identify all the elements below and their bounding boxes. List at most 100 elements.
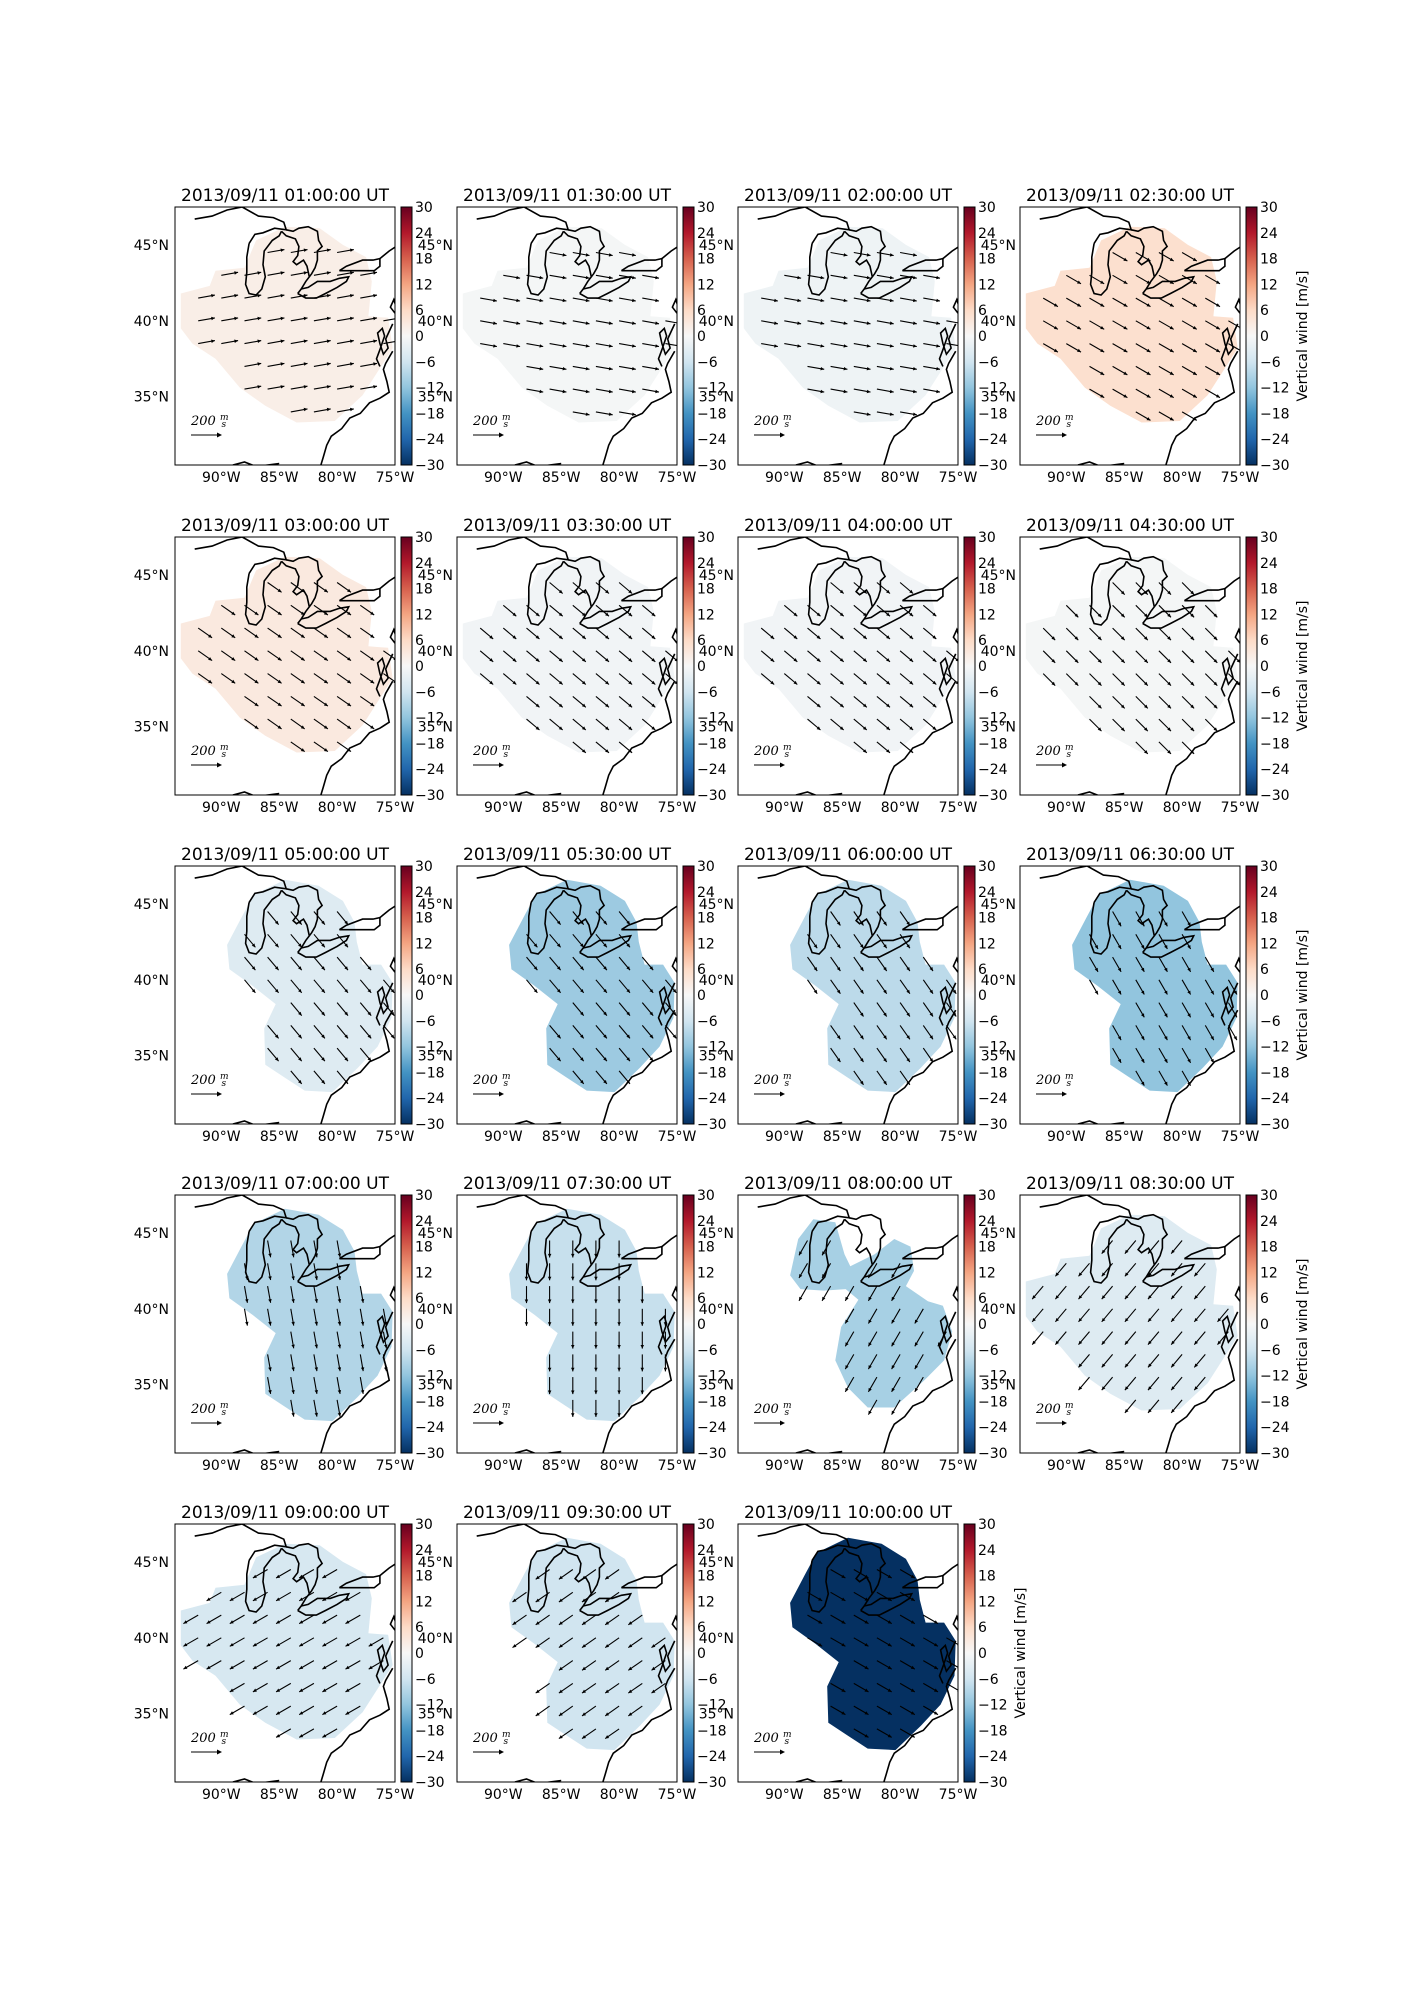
wind-arrow-head <box>322 1620 327 1624</box>
wind-arrow-head <box>886 589 890 594</box>
wind-arrow-head <box>1124 1249 1129 1254</box>
wind-arrow-head <box>1146 326 1151 330</box>
wind-arrow-head <box>1074 681 1079 686</box>
wind-arrow-head <box>299 1665 304 1670</box>
colorbar-tick-label: 30 <box>1260 200 1278 216</box>
wind-arrow-head <box>1187 945 1191 949</box>
wind-arrow-head <box>257 362 262 366</box>
wind-arrow-head <box>347 657 351 661</box>
wind-arrow-head <box>231 611 236 615</box>
wind-arrow-head <box>558 680 563 685</box>
vertical-wind-field <box>1025 556 1238 753</box>
panel-title: 2013/09/11 02:00:00 UT <box>744 186 953 206</box>
colorbar-tick-label: −24 <box>978 762 1008 778</box>
wind-arrow-head <box>571 1276 575 1281</box>
wind-arrow-head <box>1077 303 1081 307</box>
wind-arrow-head <box>1233 990 1237 995</box>
wind-arrow-head <box>322 1643 327 1647</box>
y-tick-label: 45°N <box>134 1226 169 1242</box>
wind-arrow-head <box>651 612 656 617</box>
colorbar-tick-label: 24 <box>1260 556 1278 572</box>
colorbar-tick-label: −18 <box>978 736 1008 752</box>
coastline <box>232 1449 280 1453</box>
colorbar-tick-label: 24 <box>415 1214 433 1230</box>
coastline <box>671 956 677 973</box>
wind-arrow-head <box>617 1276 621 1281</box>
colorbar-tick-label: −18 <box>697 1065 727 1081</box>
wind-arrow-head <box>1187 1058 1191 1063</box>
wind-arrow-head <box>868 1410 872 1415</box>
coastline <box>379 905 395 919</box>
wind-arrow-head <box>367 966 372 971</box>
wind-arrow-head <box>883 1012 887 1017</box>
y-tick-label: 35°N <box>418 720 453 736</box>
panel-title: 2013/09/11 09:30:00 UT <box>463 1503 672 1523</box>
quiver-scale-arrow-head <box>780 1749 785 1755</box>
x-tick-label: 85°W <box>542 470 581 486</box>
x-tick-label: 80°W <box>881 470 920 486</box>
quiver-scale-arrow-head <box>217 1420 222 1426</box>
colorbar-tick-label: 6 <box>978 633 987 649</box>
coastline <box>232 1120 280 1124</box>
colorbar-tick-label: 24 <box>415 1543 433 1559</box>
wind-arrow <box>946 320 958 324</box>
wind-arrow-head <box>839 726 844 730</box>
wind-arrow-head <box>1171 1272 1175 1277</box>
wind-arrow-head <box>580 989 584 993</box>
wind-arrow-head <box>617 1322 621 1326</box>
wind-arrow-head <box>535 1644 540 1648</box>
wind-arrow-head <box>1101 1295 1106 1300</box>
coastline <box>286 1542 324 1595</box>
wind-arrow-head <box>841 1688 846 1692</box>
wind-arrow-head <box>303 407 308 412</box>
coastline <box>757 207 851 244</box>
wind-arrow-head <box>605 1598 610 1602</box>
wind-arrow-head <box>489 635 494 639</box>
wind-arrow-head <box>1094 945 1098 949</box>
wind-arrow-head <box>524 1322 529 1326</box>
wind-arrow-head <box>910 1597 915 1601</box>
wind-arrow-head <box>257 385 262 389</box>
wind-arrow-head <box>841 1711 846 1715</box>
wind-arrow-head <box>558 635 563 639</box>
wind-arrow-head <box>909 726 914 730</box>
coastline <box>1224 905 1240 919</box>
wind-arrow-head <box>839 612 844 617</box>
wind-arrow-head <box>277 588 282 593</box>
wind-arrow-head <box>300 679 305 684</box>
wind-arrow-head <box>384 1344 388 1349</box>
wind-arrow-head <box>934 1688 938 1692</box>
coastline <box>244 230 283 296</box>
colorbar-tick-label: −12 <box>415 381 445 397</box>
wind-arrow-head <box>299 1688 304 1692</box>
wind-arrow-head <box>628 703 633 708</box>
map-frame <box>737 1194 959 1454</box>
vertical-wind-field <box>180 226 393 423</box>
wind-arrow <box>665 320 677 324</box>
colorbar-tick-label: 0 <box>1260 329 1269 345</box>
wind-arrow-head <box>547 1299 552 1304</box>
wind-arrow-head <box>934 1711 938 1715</box>
colorbar-tick-label: 24 <box>1260 226 1278 242</box>
wind-arrow-head <box>1120 727 1125 732</box>
wind-arrow-head <box>276 1620 281 1624</box>
colorbar-tick-label: −18 <box>1260 406 1290 422</box>
coastline <box>568 225 606 278</box>
wind-arrow-head <box>533 966 538 971</box>
colorbar <box>682 1194 695 1454</box>
coastline <box>286 884 324 937</box>
colorbar-tick-label: −18 <box>697 1723 727 1739</box>
coastline <box>952 1285 958 1302</box>
y-tick-label: 45°N <box>981 568 1016 584</box>
x-tick-label: 90°W <box>1047 1458 1086 1474</box>
wind-arrow-head <box>344 1011 348 1016</box>
wind-arrow-head <box>913 389 917 394</box>
wind-arrow-head <box>1120 681 1125 686</box>
wind-arrow-head <box>626 1034 630 1039</box>
wind-arrow-head <box>860 967 864 971</box>
wind-arrow-head <box>883 1058 887 1062</box>
wind-arrow-head <box>252 1711 257 1715</box>
wind-arrow-head <box>889 321 894 325</box>
wind-arrow-head <box>276 1734 281 1738</box>
wind-arrow-head <box>617 1390 621 1395</box>
